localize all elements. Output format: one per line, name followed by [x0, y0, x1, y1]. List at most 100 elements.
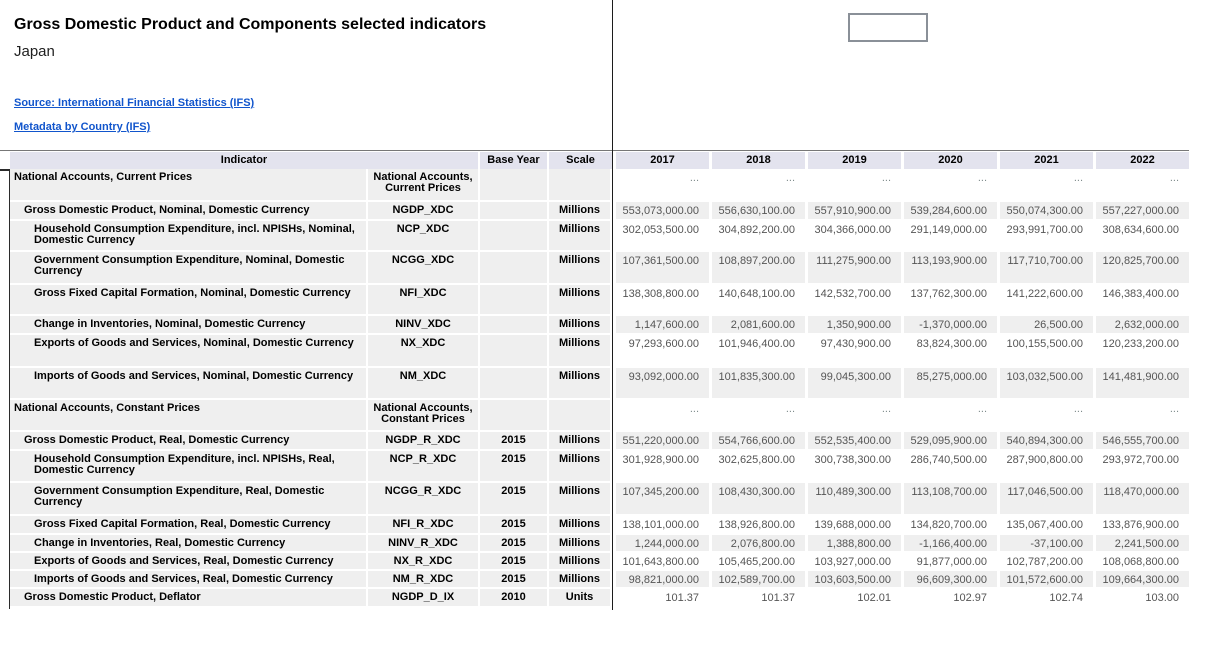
- indicator-name-cell: Change in Inventories, Nominal, Domestic…: [10, 316, 368, 333]
- indicator-name-cell: Exports of Goods and Services, Nominal, …: [10, 335, 368, 366]
- indicator-header-cell: Indicator: [10, 152, 480, 169]
- value-cell: -37,100.00: [997, 535, 1093, 551]
- values-row: 97,293,600.00 101,946,400.00 97,430,900.00…: [613, 335, 1189, 368]
- value-cell: ...: [997, 169, 1093, 200]
- value-cell: 141,481,900.00: [1093, 368, 1189, 398]
- value-cell: 304,366,000.00: [805, 221, 901, 250]
- value-cell: 1,147,600.00: [613, 316, 709, 333]
- base-year-cell: 2015: [480, 535, 549, 551]
- indicator-name-cell: Change in Inventories, Real, Domestic Cu…: [10, 535, 368, 551]
- value-cell: 97,430,900.00: [805, 335, 901, 366]
- indicator-row: Gross Domestic Product, Deflator NGDP_D_I…: [10, 589, 612, 608]
- base-year-cell: 2015: [480, 571, 549, 587]
- base-year-cell: [480, 202, 549, 219]
- indicator-code-cell: NX_R_XDC: [368, 553, 480, 569]
- value-cell: 557,227,000.00: [1093, 202, 1189, 219]
- scale-cell: Millions: [549, 221, 612, 250]
- value-cell: 301,928,900.00: [613, 451, 709, 481]
- value-cell: 107,361,500.00: [613, 252, 709, 283]
- value-cell: 546,555,700.00: [1093, 432, 1189, 449]
- scale-header-cell: Scale: [566, 154, 595, 166]
- value-cell: 26,500.00: [997, 316, 1093, 333]
- value-cell: 287,900,800.00: [997, 451, 1093, 481]
- indicator-code-cell: NCGG_XDC: [368, 252, 480, 283]
- indicator-row: Gross Fixed Capital Formation, Nominal, …: [10, 285, 612, 316]
- value-cell: 113,108,700.00: [901, 483, 997, 514]
- value-cell: 550,074,300.00: [997, 202, 1093, 219]
- base-year-cell: [480, 285, 549, 314]
- indicator-name-cell: Gross Domestic Product, Real, Domestic C…: [10, 432, 368, 449]
- indicator-name-cell: Gross Domestic Product, Nominal, Domesti…: [10, 202, 368, 219]
- values-row: ..................: [613, 169, 1189, 202]
- value-cell: 101,572,600.00: [997, 571, 1093, 587]
- value-cell: 2,081,600.00: [709, 316, 805, 333]
- year-header-cell: 2020: [901, 152, 997, 169]
- base-year-cell: [480, 368, 549, 398]
- value-cell: 111,275,900.00: [805, 252, 901, 283]
- value-cell: 302,053,500.00: [613, 221, 709, 250]
- value-cell: 93,092,000.00: [613, 368, 709, 398]
- value-cell: 103,032,500.00: [997, 368, 1093, 398]
- value-cell: 142,532,700.00: [805, 285, 901, 314]
- values-row: 138,308,800.00 140,648,100.00 142,532,700.…: [613, 285, 1189, 316]
- value-cell: 540,894,300.00: [997, 432, 1093, 449]
- value-cell: ...: [901, 169, 997, 200]
- indicator-code-cell: NGDP_D_IX: [368, 589, 480, 606]
- indicator-name-cell: Government Consumption Expenditure, Nomi…: [10, 252, 368, 283]
- metadata-link[interactable]: Metadata by Country (IFS): [14, 121, 151, 133]
- values-row: 301,928,900.00 302,625,800.00 300,738,300.…: [613, 451, 1189, 483]
- year-header-cell: 2018: [709, 152, 805, 169]
- year-selector-box[interactable]: [848, 13, 928, 42]
- scale-cell: Millions: [549, 202, 612, 219]
- indicator-name-cell: Gross Fixed Capital Formation, Nominal, …: [10, 285, 368, 314]
- table-left-border: [9, 171, 10, 609]
- values-row: 1,147,600.00 2,081,600.00 1,350,900.00 -1,3…: [613, 316, 1189, 335]
- values-row: 302,053,500.00 304,892,200.00 304,366,000.…: [613, 221, 1189, 252]
- value-cell: 97,293,600.00: [613, 335, 709, 366]
- indicator-code-cell: NCGG_R_XDC: [368, 483, 480, 514]
- value-cell: ...: [997, 400, 1093, 430]
- values-row: 138,101,000.00 138,926,800.00 139,688,000.…: [613, 516, 1189, 535]
- indicator-row: Exports of Goods and Services, Nominal, …: [10, 335, 612, 368]
- scale-cell: Millions: [549, 451, 612, 481]
- base-year-cell: [480, 169, 549, 200]
- value-cell: 113,193,900.00: [901, 252, 997, 283]
- indicator-name-cell: National Accounts, Constant Prices: [10, 400, 368, 430]
- value-cell: ...: [709, 400, 805, 430]
- value-cell: 105,465,200.00: [709, 553, 805, 569]
- base-year-cell: 2015: [480, 483, 549, 514]
- indicator-row: Government Consumption Expenditure, Nomi…: [10, 252, 612, 285]
- value-cell: 1,388,800.00: [805, 535, 901, 551]
- indicator-code-cell: National Accounts, Constant Prices: [368, 400, 480, 430]
- value-cell: 146,383,400.00: [1093, 285, 1189, 314]
- value-cell: 101.37: [613, 589, 709, 606]
- base-year-cell: [480, 221, 549, 250]
- scale-cell: Millions: [549, 535, 612, 551]
- values-row: 1,244,000.00 2,076,800.00 1,388,800.00 -1,1…: [613, 535, 1189, 553]
- value-cell: 120,233,200.00: [1093, 335, 1189, 366]
- value-cell: 286,740,500.00: [901, 451, 997, 481]
- value-cell: 2,632,000.00: [1093, 316, 1189, 333]
- indicator-row: Gross Domestic Product, Nominal, Domesti…: [10, 202, 612, 221]
- base-year-cell: [480, 400, 549, 430]
- indicator-name-cell: Imports of Goods and Services, Nominal, …: [10, 368, 368, 398]
- value-cell: 141,222,600.00: [997, 285, 1093, 314]
- scale-cell: [549, 400, 612, 430]
- value-cell: ...: [1093, 400, 1189, 430]
- value-cell: 83,824,300.00: [901, 335, 997, 366]
- value-cell: 293,991,700.00: [997, 221, 1093, 250]
- indicator-code-cell: NGDP_XDC: [368, 202, 480, 219]
- values-row: 101.37 101.37 102.01 102.97 102.74 103.00: [613, 589, 1189, 608]
- indicator-code-cell: NGDP_R_XDC: [368, 432, 480, 449]
- value-cell: ...: [805, 169, 901, 200]
- indicator-row: Imports of Goods and Services, Nominal, …: [10, 368, 612, 400]
- value-cell: 529,095,900.00: [901, 432, 997, 449]
- scale-cell: Millions: [549, 252, 612, 283]
- value-cell: ...: [613, 169, 709, 200]
- indicator-code-cell: National Accounts, Current Prices: [368, 169, 480, 200]
- indicator-name-cell: Gross Fixed Capital Formation, Real, Dom…: [10, 516, 368, 533]
- value-cell: 139,688,000.00: [805, 516, 901, 533]
- source-link[interactable]: Source: International Financial Statisti…: [14, 97, 255, 109]
- value-cell: 138,308,800.00: [613, 285, 709, 314]
- header-top-rule: [0, 150, 1189, 151]
